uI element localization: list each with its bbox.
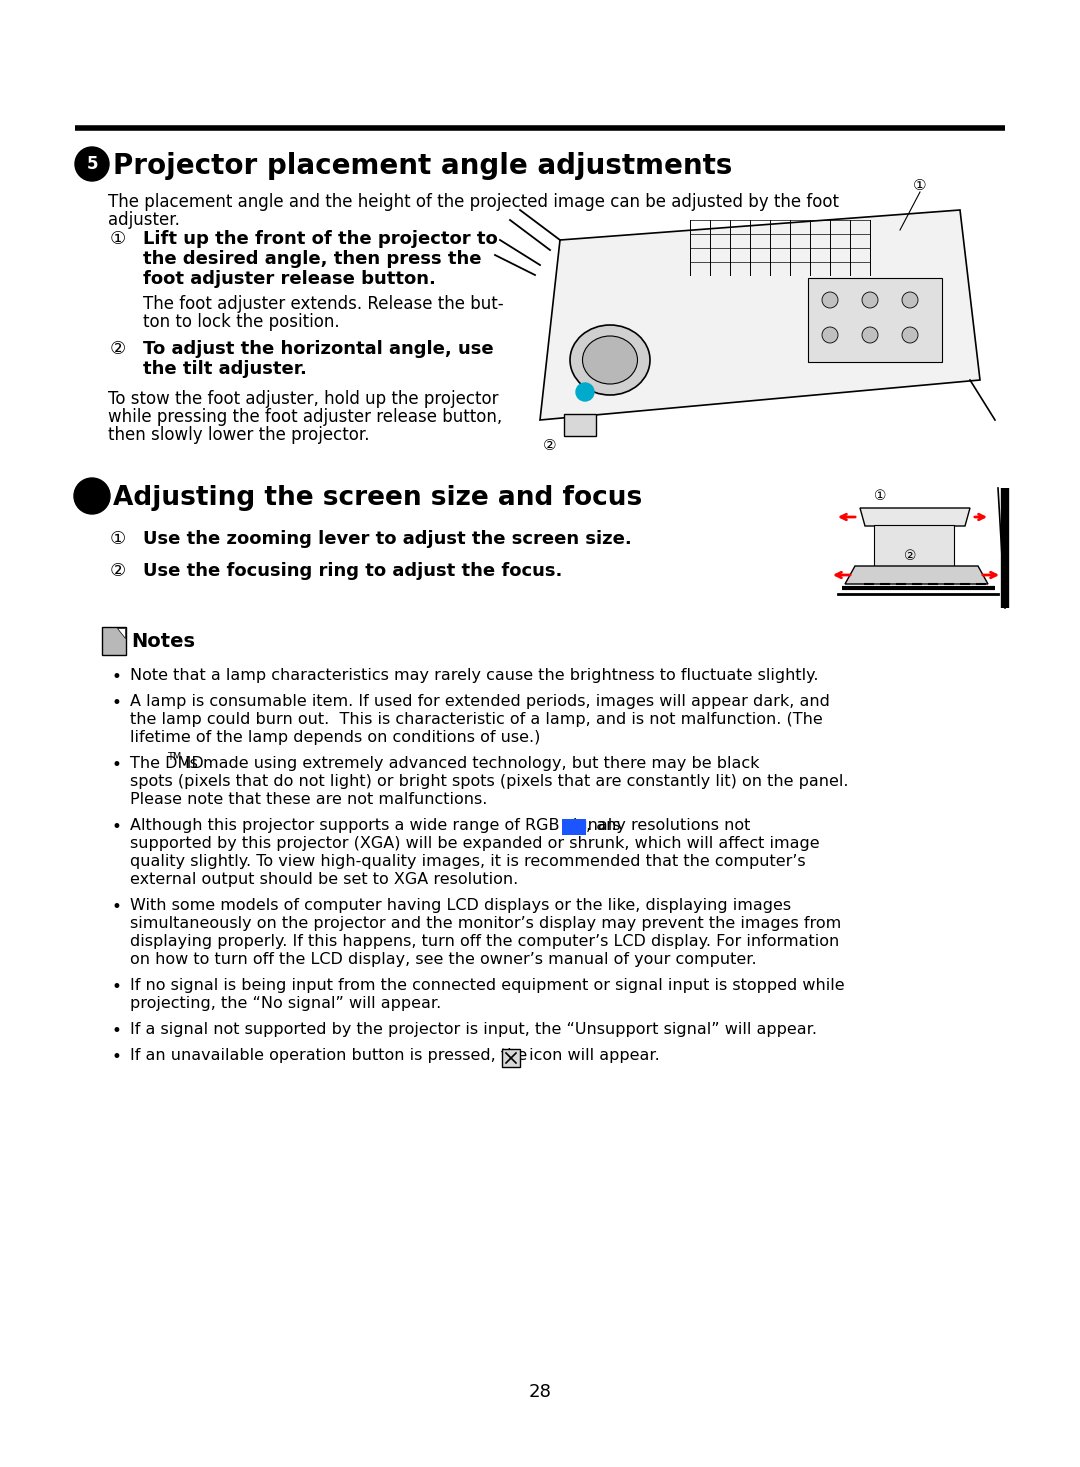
Text: the lamp could burn out.  This is characteristic of a lamp, and is not malfuncti: the lamp could burn out. This is charact… [130, 711, 823, 728]
Text: Note that a lamp characteristics may rarely cause the brightness to fluctuate sl: Note that a lamp characteristics may rar… [130, 667, 819, 684]
Text: •: • [111, 694, 121, 711]
Circle shape [75, 147, 109, 180]
Text: spots (pixels that do not light) or bright spots (pixels that are constantly lit: spots (pixels that do not light) or brig… [130, 775, 849, 789]
Text: The placement angle and the height of the projected image can be adjusted by the: The placement angle and the height of th… [108, 194, 839, 211]
FancyBboxPatch shape [102, 626, 126, 654]
Text: quality slightly. To view high-quality images, it is recommended that the comput: quality slightly. To view high-quality i… [130, 854, 806, 868]
Text: ②: ② [904, 549, 916, 563]
Text: Projector placement angle adjustments: Projector placement angle adjustments [113, 153, 732, 180]
Text: foot adjuster release button.: foot adjuster release button. [143, 270, 436, 288]
Text: supported by this projector (XGA) will be expanded or shrunk, which will affect : supported by this projector (XGA) will b… [130, 836, 820, 851]
Text: projecting, the “No signal” will appear.: projecting, the “No signal” will appear. [130, 996, 442, 1011]
Text: 28: 28 [528, 1383, 552, 1401]
Text: ②: ② [110, 340, 126, 358]
Text: •: • [111, 819, 121, 836]
Text: displaying properly. If this happens, turn off the computer’s LCD display. For i: displaying properly. If this happens, tu… [130, 934, 839, 949]
Circle shape [902, 327, 918, 343]
Text: ton to lock the position.: ton to lock the position. [143, 312, 339, 332]
Circle shape [862, 292, 878, 308]
Text: •: • [111, 756, 121, 775]
Circle shape [902, 292, 918, 308]
Text: ②: ② [543, 437, 557, 452]
Text: ②: ② [110, 562, 126, 579]
Text: while pressing the foot adjuster release button,: while pressing the foot adjuster release… [108, 408, 502, 425]
Text: To adjust the horizontal angle, use: To adjust the horizontal angle, use [143, 340, 494, 358]
FancyBboxPatch shape [874, 525, 954, 568]
Text: •: • [111, 978, 121, 996]
Text: Use the focusing ring to adjust the focus.: Use the focusing ring to adjust the focu… [143, 562, 563, 579]
Text: With some models of computer having LCD displays or the like, displaying images: With some models of computer having LCD … [130, 898, 792, 912]
Text: on how to turn off the LCD display, see the owner’s manual of your computer.: on how to turn off the LCD display, see … [130, 952, 757, 967]
Text: If a signal not supported by the projector is input, the “Unsupport signal” will: If a signal not supported by the project… [130, 1022, 816, 1037]
Circle shape [862, 327, 878, 343]
Text: adjuster.: adjuster. [108, 211, 180, 229]
Text: is made using extremely advanced technology, but there may be black: is made using extremely advanced technol… [180, 756, 759, 772]
Text: If no signal is being input from the connected equipment or signal input is stop: If no signal is being input from the con… [130, 978, 845, 993]
Polygon shape [540, 210, 980, 420]
Text: the tilt adjuster.: the tilt adjuster. [143, 359, 307, 378]
Text: Notes: Notes [131, 631, 195, 650]
Text: •: • [111, 1047, 121, 1067]
Text: •: • [111, 898, 121, 915]
Text: Although this projector supports a wide range of RGB signals: Although this projector supports a wide … [130, 819, 621, 833]
Text: lifetime of the lamp depends on conditions of use.): lifetime of the lamp depends on conditio… [130, 731, 540, 745]
Text: ①: ① [110, 230, 126, 248]
Text: ①: ① [874, 489, 887, 503]
Circle shape [822, 292, 838, 308]
Text: •: • [111, 1022, 121, 1040]
Text: ①: ① [110, 530, 126, 549]
Text: Lift up the front of the projector to: Lift up the front of the projector to [143, 230, 498, 248]
FancyBboxPatch shape [502, 1049, 519, 1067]
Text: •: • [111, 667, 121, 687]
Circle shape [75, 478, 110, 513]
Polygon shape [117, 628, 125, 638]
Circle shape [822, 327, 838, 343]
Text: simultaneously on the projector and the monitor’s display may prevent the images: simultaneously on the projector and the … [130, 915, 841, 932]
Polygon shape [860, 508, 970, 527]
Text: , any resolutions not: , any resolutions not [586, 819, 751, 833]
FancyBboxPatch shape [564, 414, 596, 436]
Text: 5: 5 [86, 156, 98, 173]
Text: The DMD: The DMD [130, 756, 204, 772]
Polygon shape [845, 566, 988, 584]
Text: external output should be set to XGA resolution.: external output should be set to XGA res… [130, 871, 518, 888]
Ellipse shape [582, 336, 637, 384]
Text: To stow the foot adjuster, hold up the projector: To stow the foot adjuster, hold up the p… [108, 390, 499, 408]
Circle shape [576, 383, 594, 400]
Text: the desired angle, then press the: the desired angle, then press the [143, 249, 482, 268]
Text: TM: TM [167, 753, 181, 761]
Text: icon will appear.: icon will appear. [524, 1047, 660, 1064]
Text: If an unavailable operation button is pressed, the: If an unavailable operation button is pr… [130, 1047, 527, 1064]
Text: Adjusting the screen size and focus: Adjusting the screen size and focus [113, 486, 643, 511]
Text: A lamp is consumable item. If used for extended periods, images will appear dark: A lamp is consumable item. If used for e… [130, 694, 829, 709]
Text: ①: ① [914, 178, 927, 192]
Ellipse shape [570, 326, 650, 395]
Text: Use the zooming lever to adjust the screen size.: Use the zooming lever to adjust the scre… [143, 530, 632, 549]
Text: Please note that these are not malfunctions.: Please note that these are not malfuncti… [130, 792, 487, 807]
FancyBboxPatch shape [808, 279, 942, 362]
FancyBboxPatch shape [562, 819, 586, 835]
Text: then slowly lower the projector.: then slowly lower the projector. [108, 425, 369, 445]
Text: The foot adjuster extends. Release the but-: The foot adjuster extends. Release the b… [143, 295, 503, 312]
